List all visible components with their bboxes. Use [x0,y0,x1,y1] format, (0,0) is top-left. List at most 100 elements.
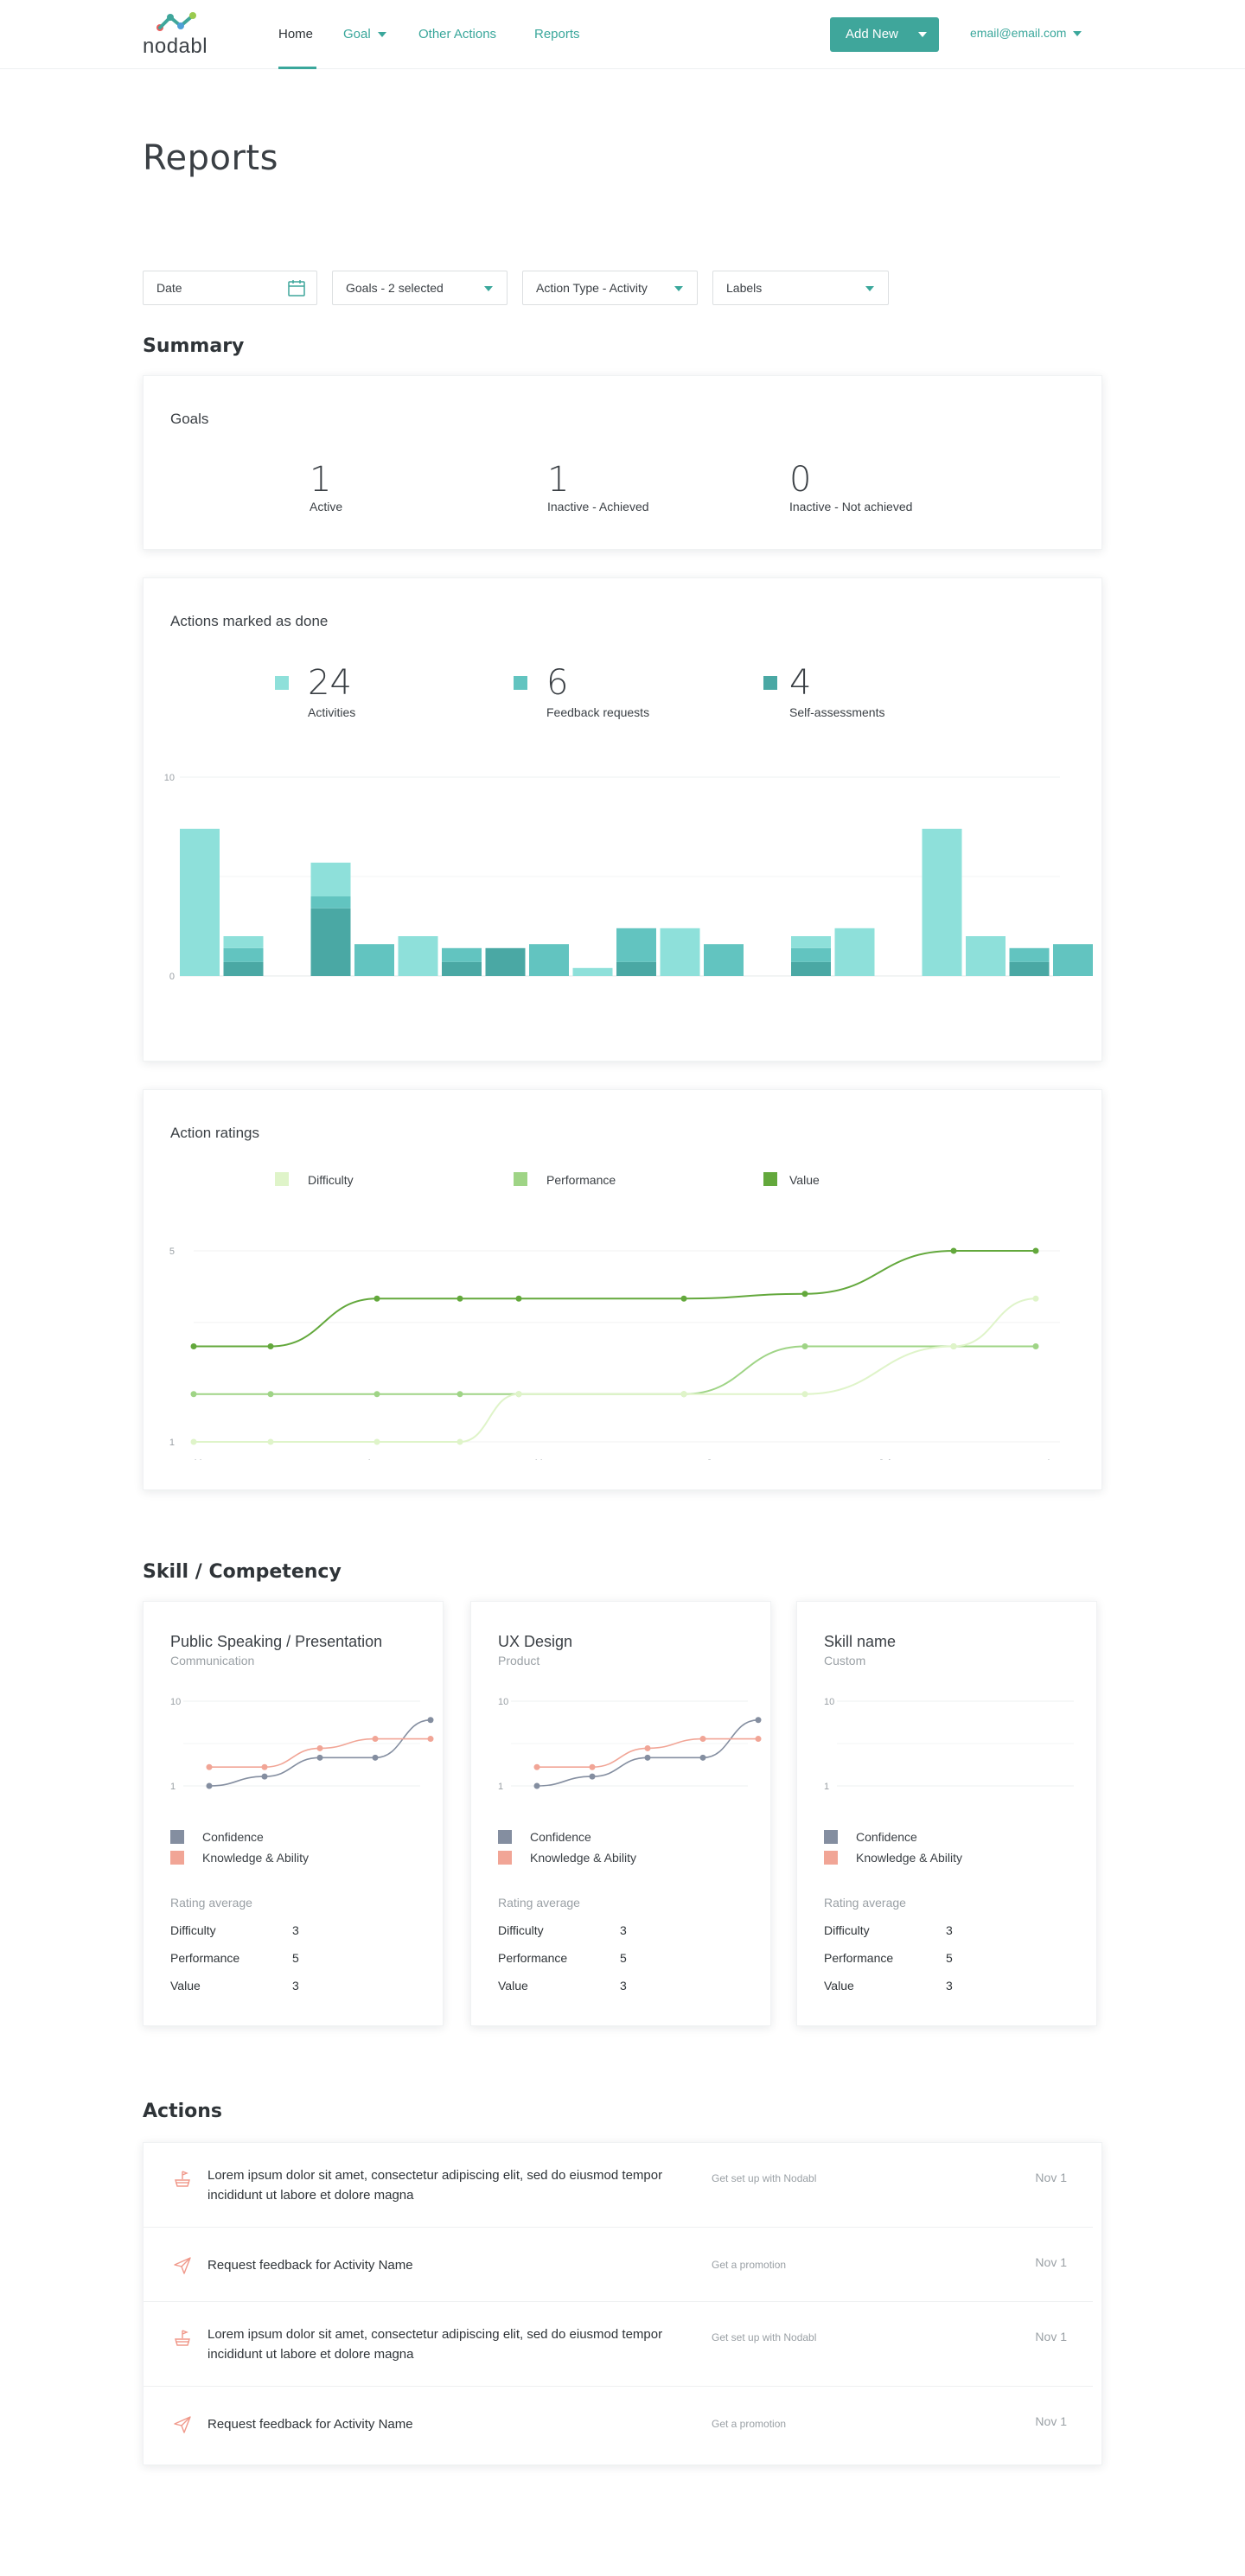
skill-card[interactable]: Skill name Custom 10 1 Confidence Knowled… [796,1601,1097,2026]
rating-key: Value [498,1979,528,1993]
data-point [950,1247,957,1254]
activity-icon [172,2169,193,2194]
data-point [1032,1247,1039,1254]
skill-card[interactable]: Public Speaking / Presentation Communica… [143,1601,444,2026]
confidence-legend-label: Confidence [856,1830,917,1844]
data-point [316,1744,323,1751]
goals-not-achieved-count: 0 [789,460,812,500]
logo-text: nodabl [143,35,208,58]
activities-swatch [275,676,289,690]
rating-value: 3 [620,1923,627,1937]
data-point [515,1391,522,1398]
action-date: Nov 1 [1035,2330,1067,2343]
rating-value: 3 [292,1979,299,1993]
y-tick-label: 5 [169,1247,175,1257]
activity-icon [172,2328,193,2353]
labels-filter[interactable]: Labels [712,271,889,305]
bar-segment [660,928,700,976]
logo[interactable]: nodabl [143,12,212,58]
skill-line-chart: 10 1 [170,1697,434,1792]
nav-other-actions[interactable]: Other Actions [418,27,497,41]
actions-card-title: Actions marked as done [170,613,329,629]
x-tick-label: Apr [366,1458,380,1460]
skill-card[interactable]: UX Design Product 10 1 Confidence Knowled… [470,1601,771,2026]
nav-home[interactable]: Home [278,27,314,41]
y-tick-label: 1 [498,1782,503,1792]
knowledge-legend-label: Knowledge & Ability [202,1851,309,1865]
rating-value: 3 [946,1979,953,1993]
series-line [194,1298,1037,1443]
nav-reports[interactable]: Reports [534,27,580,41]
activities-count: 24 [308,663,352,703]
bar-segment [791,961,831,976]
feedback-requests-swatch [514,676,527,690]
y-tick-label: 10 [164,773,175,783]
y-tick-label: 1 [169,1438,175,1448]
bar-segment [223,947,264,962]
data-point [372,1736,379,1743]
self-assessments-count: 4 [789,663,812,703]
actions-title: Actions [143,2101,222,2122]
data-point [680,1391,687,1398]
skill-category: Product [498,1654,540,1667]
action-row[interactable]: Request feedback for Activity Name Get a… [144,2228,1093,2302]
data-point [456,1438,463,1445]
rating-key: Performance [498,1951,568,1965]
data-point [533,1782,540,1789]
knowledge-legend-label: Knowledge & Ability [856,1851,962,1865]
goals-active-count: 1 [310,460,332,500]
feedback-requests-label: Feedback requests [546,705,650,719]
self-assessments-label: Self-assessments [789,705,885,719]
skill-name: Skill name [824,1633,897,1650]
labels-filter-label: Labels [726,281,763,295]
rating-average-label: Rating average [498,1896,580,1910]
action-row[interactable]: Lorem ipsum dolor sit amet, consectetur … [144,2302,1093,2387]
action-row[interactable]: Request feedback for Activity Name Get a… [144,2387,1093,2461]
series-line [208,1718,431,1787]
goals-card: Goals 1 Active 1 Inactive - Achieved 0 I… [143,375,1102,550]
chevron-down-icon [1073,31,1082,37]
account-menu[interactable]: email@email.com [970,26,1082,40]
confidence-swatch [498,1830,512,1844]
data-point [206,1763,213,1770]
action-row[interactable]: Lorem ipsum dolor sit amet, consectetur … [144,2143,1093,2228]
page-title: Reports [143,138,278,178]
actions-card: Actions marked as done 24 Activities 6 F… [143,577,1102,1062]
action-text: Lorem ipsum dolor sit amet, consectetur … [208,2327,663,2362]
rating-key: Difficulty [170,1923,216,1937]
bar-segment [310,862,351,896]
data-point [374,1391,380,1398]
x-tick-label: Jul [878,1458,891,1460]
nav-goal[interactable]: Goal [343,27,386,41]
bar-segment [966,936,1006,976]
data-point [801,1291,808,1298]
y-tick-label: 10 [498,1697,508,1707]
chevron-down-icon [674,286,683,291]
bar-segment [223,936,264,948]
goals-card-title: Goals [170,411,209,427]
data-point [644,1744,651,1751]
knowledge-swatch [824,1851,838,1865]
x-tick-label: Mar [195,1458,211,1460]
account-email: email@email.com [970,26,1067,40]
y-tick-label: 10 [170,1697,181,1707]
action-type-filter-label: Action Type - Activity [536,281,648,295]
actions-bar-chart: 100MarAprMayJunJulAug [164,773,1093,982]
add-new-button[interactable]: Add New [830,17,939,52]
y-tick-label: 1 [824,1782,829,1792]
data-point [589,1763,596,1770]
data-point [190,1391,197,1398]
date-filter[interactable]: Date [143,271,317,305]
data-point [267,1391,274,1398]
data-point [1032,1295,1039,1302]
data-point [801,1343,808,1349]
chevron-down-icon [377,32,386,38]
bar-segment [616,928,656,962]
x-tick-label: May [535,1458,553,1460]
knowledge-swatch [170,1851,184,1865]
data-point [1032,1343,1039,1349]
action-type-filter[interactable]: Action Type - Activity [522,271,698,305]
skill-name: UX Design [498,1633,573,1650]
goals-filter[interactable]: Goals - 2 selected [332,271,508,305]
confidence-legend-label: Confidence [202,1830,264,1844]
